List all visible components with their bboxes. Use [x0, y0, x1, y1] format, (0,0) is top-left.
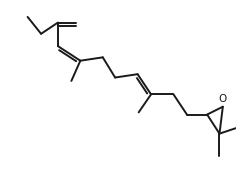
Text: O: O	[219, 94, 227, 104]
